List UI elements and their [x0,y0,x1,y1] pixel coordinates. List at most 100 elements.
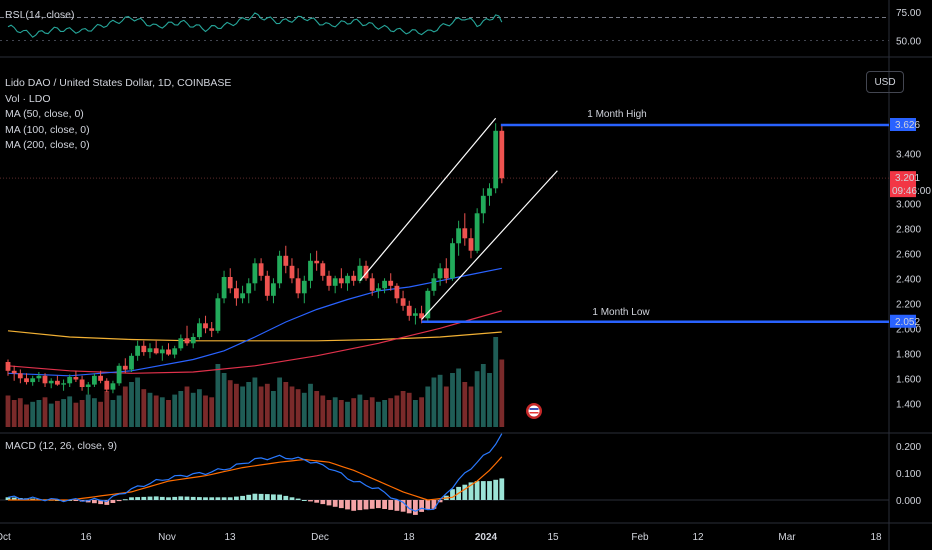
macd-histogram-bar [480,481,486,500]
volume-bar [474,371,480,427]
volume-bar [289,386,295,427]
channel-upper-line[interactable] [359,117,497,282]
time-tick: 16 [80,532,92,543]
candle-body [48,380,54,384]
macd-histogram-bar [98,500,103,505]
candle-body [369,278,375,291]
candle-body [98,375,103,381]
candle-body [425,290,431,319]
macd-histogram-bar [190,496,196,500]
macd-histogram-bar [406,500,412,514]
volume-bar [104,391,110,427]
candle-body [301,280,307,294]
macd-histogram-bar [413,500,418,515]
macd-histogram-bar [197,497,202,500]
time-tick: Mar [778,532,796,543]
candle-body [493,130,499,189]
candle-body [67,377,73,384]
volume-bar [240,386,245,427]
volume-bar [166,400,171,427]
volume-bar [332,397,338,427]
macd-histogram-bar [468,482,474,500]
main-legend: Lido DAO / United States Dollar, 1D, COI… [5,76,231,154]
volume-bar [493,337,499,427]
candle-body [345,275,350,284]
volume-bar [301,392,307,427]
volume-legend[interactable]: Vol · LDO [5,92,51,105]
volume-bar [406,392,412,427]
volume-bar [55,400,60,427]
volume-bar [5,395,11,427]
ma200-legend[interactable]: MA (200, close, 0) [5,139,90,151]
candle-body [388,280,394,286]
price-tick: 2.600 [896,249,921,260]
macd-histogram-bar [104,500,110,505]
macd-histogram-bar [308,500,313,502]
ma50-legend[interactable]: MA (50, close, 0) [5,108,84,120]
volume-bar [277,377,282,427]
candle-body [221,277,227,299]
price-tick: 2.400 [896,274,921,285]
volume-bar [79,400,85,427]
candle-body [159,349,165,354]
rsi-tick-75: 75.00 [896,8,921,19]
macd-histogram-bar [363,500,369,510]
macd-histogram-bar [382,500,387,509]
volume-bar [98,401,103,427]
candle-body [61,383,66,385]
candle-body [30,378,36,383]
current-price-badge-bg [890,171,916,198]
macd-histogram-bar [338,500,344,509]
volume-bar [246,382,252,427]
ma100-legend[interactable]: MA (100, close, 0) [5,123,90,136]
candle-body [11,370,17,374]
macd-histogram-bar [295,498,301,500]
candle-body [413,313,418,316]
time-tick: 13 [224,532,236,543]
candle-body [289,265,295,279]
macd-histogram-bar [462,484,468,500]
volume-bar [110,400,116,427]
candle-body [246,283,252,294]
symbol-title[interactable]: Lido DAO / United States Dollar, 1D, COI… [5,77,232,89]
candle-body [104,380,110,390]
volume-bar [11,400,17,427]
volume-bar [234,383,239,427]
macd-histogram-bar [122,499,128,501]
volume-bar [425,386,431,427]
volume-bar [320,395,326,427]
event-flag-stripe [529,412,539,414]
price-tick: 2.000 [896,324,921,335]
volume-bar [203,395,208,427]
candle-body [227,277,233,289]
macd-line [7,433,503,512]
rsi-tick-50: 50.00 [896,37,921,48]
macd-histogram-bar [166,497,171,500]
candle-body [55,380,60,385]
volume-bar [135,377,140,427]
macd-histogram-bar [5,497,11,500]
event-flag-icon[interactable] [526,403,542,419]
macd-histogram-bar [369,500,375,509]
macd-histogram-bar [277,494,282,500]
macd-histogram-bar [135,497,140,500]
volume-bar [129,382,134,427]
low-price-badge-bg [890,314,916,328]
candle-body [129,355,134,370]
volume-bar [221,373,227,427]
volume-bar [184,386,190,427]
macd-histogram-bar [400,500,406,512]
price-tick: 2.800 [896,224,921,235]
price-tick: 2.200 [896,299,921,310]
macd-histogram-bar [431,500,437,509]
currency-button[interactable]: USD [866,71,904,93]
candle-body [258,263,264,276]
candle-body [400,298,406,306]
volume-bar [450,373,455,427]
candle-body [382,280,387,289]
channel-lower-line[interactable] [421,170,558,320]
volume-bar [197,389,202,427]
macd-histogram-bar [240,495,245,500]
macd-histogram-bar [172,496,178,500]
